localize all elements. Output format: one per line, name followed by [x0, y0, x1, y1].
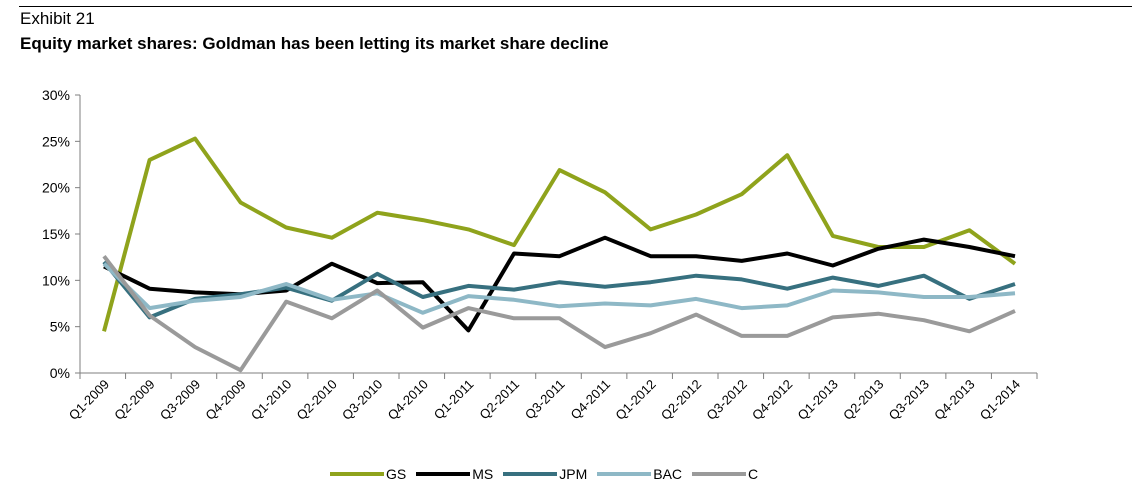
- legend-item-jpm: JPM: [503, 466, 587, 482]
- chart-legend: GS MS JPM BAC C: [330, 466, 768, 482]
- legend-item-ms: MS: [416, 466, 493, 482]
- y-tick-label: 10%: [42, 272, 70, 288]
- x-tick-label: Q4-2013: [931, 377, 977, 423]
- series-line-c: [102, 254, 1016, 373]
- y-tick-label: 15%: [42, 226, 70, 242]
- series-line-gs: [102, 136, 1017, 332]
- x-tick-label: Q4-2009: [202, 377, 248, 423]
- x-tick-label: Q1-2009: [66, 377, 112, 423]
- x-tick-label: Q1-2014: [977, 377, 1023, 423]
- x-tick-label: Q3-2010: [339, 377, 385, 423]
- x-tick-label: Q2-2011: [476, 377, 522, 423]
- legend-swatch: [330, 472, 384, 476]
- legend-swatch: [692, 472, 747, 476]
- legend-swatch: [416, 472, 471, 476]
- y-tick-label: 20%: [42, 180, 70, 196]
- x-tick-label: Q4-2011: [567, 377, 613, 423]
- y-tick-label: 0%: [50, 365, 70, 381]
- x-tick-label: Q1-2010: [248, 377, 294, 423]
- legend-swatch: [503, 472, 558, 476]
- x-tick-label: Q2-2009: [111, 377, 157, 423]
- legend-label: BAC: [653, 466, 683, 482]
- x-tick-label: Q3-2013: [886, 377, 932, 423]
- x-tick-label: Q2-2012: [658, 377, 704, 423]
- chart-title: Equity market shares: Goldman has been l…: [20, 34, 609, 53]
- x-tick-label: Q4-2010: [385, 377, 431, 423]
- series-line-bac: [102, 262, 1016, 315]
- x-tick-label: Q3-2011: [522, 377, 568, 423]
- y-tick-label: 5%: [50, 319, 70, 335]
- exhibit-label: Exhibit 21: [20, 9, 95, 28]
- x-tick-label: Q3-2012: [703, 377, 749, 423]
- x-tick-label: Q1-2011: [431, 377, 477, 423]
- y-tick-label: 30%: [42, 87, 70, 103]
- legend-label: GS: [386, 466, 407, 482]
- series-line-jpm: [102, 260, 1016, 320]
- legend-item-c: C: [692, 466, 758, 482]
- legend-item-bac: BAC: [597, 466, 682, 482]
- legend-label: MS: [472, 466, 494, 482]
- legend-label: JPM: [559, 466, 588, 482]
- x-tick-label: Q2-2013: [840, 377, 886, 423]
- x-tick-label: Q1-2013: [795, 377, 841, 423]
- line-chart: 0% 5% 10% 15% 20% 25% 30% Q1-2009 Q2-2009 Q3-2009…: [42, 87, 1038, 423]
- y-tick-label: 25%: [42, 133, 70, 149]
- legend-item-gs: GS: [330, 466, 406, 482]
- x-tick-label: Q1-2012: [612, 377, 658, 423]
- legend-label: C: [748, 466, 759, 482]
- top-rule: [19, 6, 1132, 7]
- legend-swatch: [597, 472, 652, 476]
- x-tick-label: Q4-2012: [749, 377, 795, 423]
- x-tick-label: Q3-2009: [157, 377, 203, 423]
- x-tick-label: Q2-2010: [293, 377, 339, 423]
